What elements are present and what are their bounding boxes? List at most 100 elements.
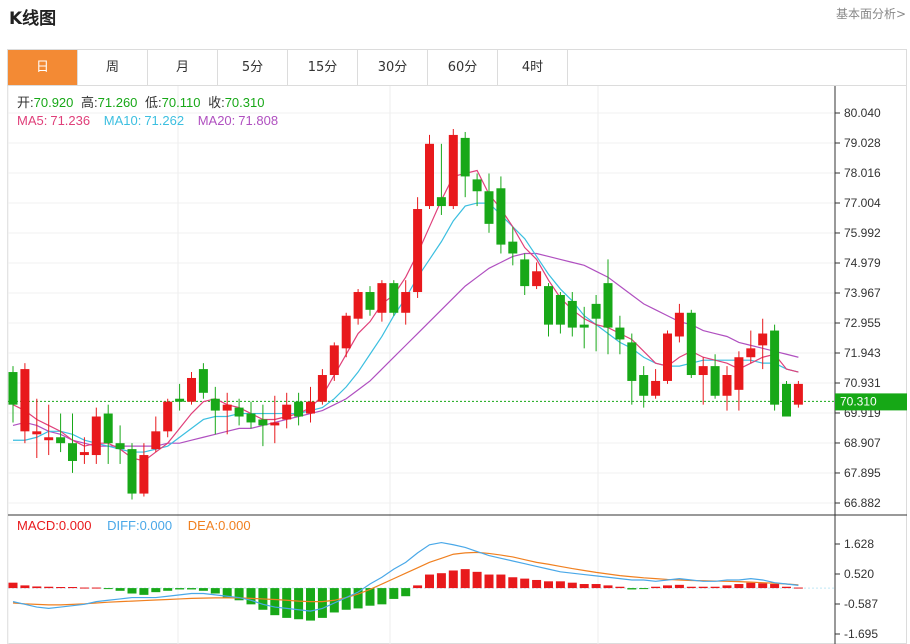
fundamental-analysis-link[interactable]: 基本面分析> (835, 7, 906, 21)
price-tick-label: 75.992 (844, 226, 881, 240)
macd-bar (425, 574, 434, 589)
candle-body (44, 437, 54, 441)
macd-tick-label: 0.520 (844, 567, 874, 581)
macd-bar (663, 585, 672, 589)
macd-bar (615, 586, 625, 589)
period-tabs: 日 周 月 5分 15分 30分 60分 4时 (7, 49, 907, 85)
tab-day[interactable]: 日 (8, 50, 78, 85)
candle-body (615, 327, 625, 340)
macd-bar (460, 569, 470, 589)
tab-15min[interactable]: 15分 (288, 50, 358, 85)
macd-bar (198, 588, 208, 591)
macd-bar (603, 585, 613, 589)
macd-bar (793, 587, 803, 589)
macd-bar (770, 584, 780, 589)
macd-bar (651, 586, 661, 589)
candle-body (377, 283, 387, 313)
price-axis: 80.040 79.028 78.016 77.004 75.992 74.979 73.9… (8, 86, 907, 644)
macd-bar (91, 587, 101, 589)
macd-bar (139, 588, 149, 595)
close-label: 收: (208, 95, 225, 110)
tab-60min[interactable]: 60分 (428, 50, 498, 85)
candle-body (722, 375, 732, 396)
macd-bar (151, 588, 161, 593)
diff-label: DIFF: (107, 518, 140, 533)
price-tick-label: 70.931 (844, 376, 881, 390)
macd-bar (436, 573, 446, 589)
candle-body (579, 324, 589, 328)
candle-body (389, 283, 399, 313)
macd-bar (401, 588, 411, 597)
macd-bar (32, 586, 42, 589)
candle-body (555, 294, 565, 325)
dea-label: DEA: (188, 518, 218, 533)
tab-month[interactable]: 月 (148, 50, 218, 85)
macd-bar (234, 588, 244, 601)
candle-body (282, 404, 292, 420)
ma5-value: 71.236 (50, 113, 90, 128)
macd-bar (389, 588, 399, 599)
svg-text:MACD:0.000 DIFF:0.000: MACD:0.000 DIFF:0.000 DEA:0.000 (17, 518, 251, 533)
macd-bar (56, 587, 66, 589)
price-tick-label: 79.028 (844, 136, 881, 150)
ma10-label: MA10: (104, 113, 142, 128)
tab-30min[interactable]: 30分 (358, 50, 428, 85)
macd-bar (187, 588, 196, 590)
candle-body (163, 401, 173, 432)
macd-bar (222, 588, 232, 598)
macd-bar (127, 588, 137, 594)
candle-body (567, 300, 577, 328)
tab-4hour[interactable]: 4时 (498, 50, 568, 85)
macd-bar (698, 586, 708, 589)
candle-body (496, 188, 506, 245)
macd-panel (8, 541, 835, 621)
candle-body (115, 443, 125, 450)
candle-body (270, 422, 280, 426)
candle-body (317, 375, 327, 402)
candle-body (639, 375, 649, 396)
price-tag-label: 70.310 (840, 394, 877, 408)
diff-line (12, 541, 799, 612)
macd-bar (579, 584, 589, 589)
close-value: 70.310 (225, 95, 265, 110)
macd-label: MACD: (17, 518, 59, 533)
macd-value: 0.000 (59, 518, 92, 533)
price-tick-label: 68.907 (844, 436, 881, 450)
candle-body (306, 401, 315, 414)
tab-week[interactable]: 周 (78, 50, 148, 85)
macd-tick-label: -1.695 (844, 627, 878, 641)
candle-body (8, 372, 18, 405)
candle-body (710, 366, 720, 396)
macd-bar (341, 588, 351, 610)
candle-body (198, 369, 208, 393)
candle-body (544, 286, 553, 325)
candle-body (341, 315, 351, 349)
candle-body (520, 259, 530, 287)
macd-bar (103, 588, 113, 590)
candlesticks (8, 129, 803, 500)
macd-bar (294, 588, 304, 620)
candle-body (686, 312, 696, 376)
macd-bar (686, 586, 696, 589)
current-price-tag: 70.310 (835, 393, 907, 411)
macd-bar (710, 586, 720, 589)
candle-body (32, 431, 42, 435)
candle-body (187, 377, 196, 402)
ma5-label: MA5: (17, 113, 47, 128)
candle-body (175, 398, 185, 402)
candle-body (651, 380, 661, 396)
candle-body (460, 137, 470, 177)
candle-body (222, 404, 232, 411)
macd-bar (532, 579, 542, 589)
candle-body (353, 292, 363, 319)
candle-body (139, 455, 149, 494)
price-tick-label: 74.979 (844, 256, 881, 270)
macd-bar (282, 588, 292, 618)
price-tick-label: 72.955 (844, 316, 881, 330)
candle-body (329, 345, 339, 376)
macd-bar (782, 586, 791, 589)
candle-body (782, 383, 791, 417)
candle-body (365, 292, 375, 310)
tab-5min[interactable]: 5分 (218, 50, 288, 85)
